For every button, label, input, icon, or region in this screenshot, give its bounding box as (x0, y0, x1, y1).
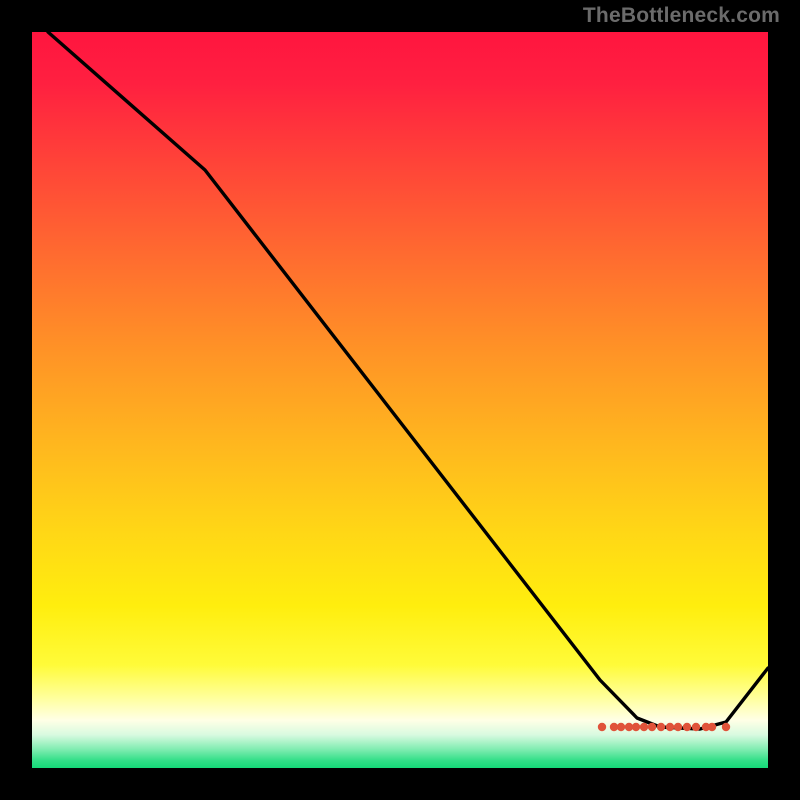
optimal-dot (708, 723, 716, 731)
optimal-dot (648, 723, 656, 731)
optimal-dot (640, 723, 648, 731)
optimal-dot (617, 723, 625, 731)
optimal-dot (683, 723, 691, 731)
optimal-dot (632, 723, 640, 731)
optimal-dot (598, 723, 606, 731)
optimal-dot (666, 723, 674, 731)
optimal-dot (657, 723, 665, 731)
optimal-dot (722, 723, 730, 731)
optimal-dot (692, 723, 700, 731)
gradient-panel (32, 32, 768, 768)
chart-container: TheBottleneck.com (0, 0, 800, 800)
bottleneck-chart (0, 0, 800, 800)
optimal-dot (674, 723, 682, 731)
